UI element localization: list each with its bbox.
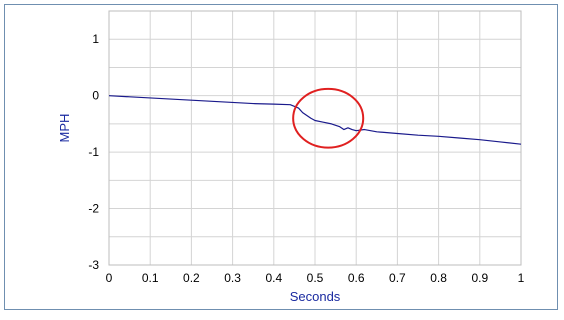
x-tick-label: 0.3 — [224, 271, 241, 285]
x-tick-label: 0.2 — [183, 271, 200, 285]
x-tick-label: 0.8 — [430, 271, 447, 285]
y-tick-label: -1 — [88, 145, 99, 159]
x-axis-label: Seconds — [290, 289, 341, 304]
y-tick-label: 0 — [92, 89, 99, 103]
chart-frame: 0 0.1 0.2 0.3 0.4 0.5 0.6 0.7 0.8 0.9 1 1 0 -1 -2 -3 Se… — [4, 4, 558, 310]
highlight-ellipse — [292, 87, 365, 149]
line-chart: 0 0.1 0.2 0.3 0.4 0.5 0.6 0.7 0.8 0.9 1 1 0 -1 -2 -3 Se… — [57, 10, 525, 304]
x-tick-label: 0.1 — [142, 271, 159, 285]
y-tick-label: 1 — [92, 32, 99, 46]
y-tick-label: -3 — [88, 258, 99, 272]
x-tick-label: 0.4 — [265, 271, 282, 285]
x-tick-label: 1 — [518, 271, 525, 285]
series-line — [108, 95, 522, 145]
y-tick-label: -2 — [88, 202, 99, 216]
x-tick-label: 0.9 — [471, 271, 488, 285]
x-tick-label: 0.7 — [389, 271, 406, 285]
plot-area — [108, 10, 522, 266]
x-tick-label: 0.5 — [307, 271, 324, 285]
x-tick-label: 0 — [106, 271, 113, 285]
y-axis-label: MPH — [57, 114, 72, 143]
x-tick-label: 0.6 — [348, 271, 365, 285]
